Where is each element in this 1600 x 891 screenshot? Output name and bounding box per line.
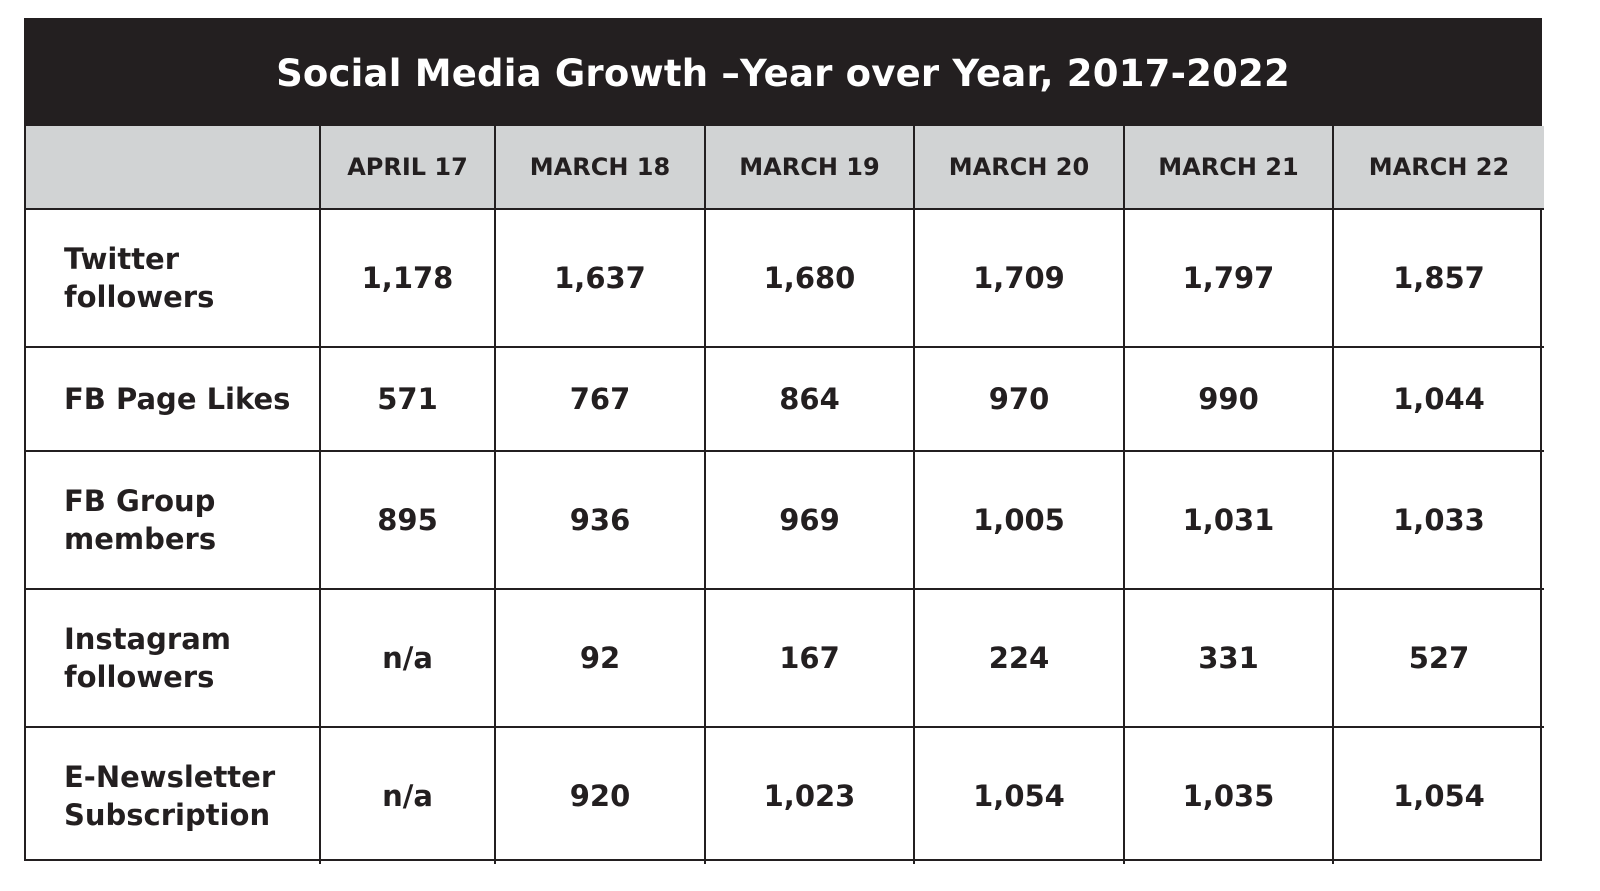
table-cell: 895 <box>319 450 496 590</box>
table-cell: 969 <box>704 450 915 590</box>
table-cell: 1,637 <box>494 208 706 348</box>
data-table-container: Social Media Growth –Year over Year, 201… <box>24 18 1544 864</box>
table-cell: 167 <box>704 588 915 728</box>
table-cell: 1,178 <box>319 208 496 348</box>
table-cell: 1,031 <box>1123 450 1334 590</box>
table-cell: 864 <box>704 346 915 452</box>
column-header: MARCH 19 <box>704 126 915 210</box>
column-header-blank <box>26 126 321 210</box>
table-cell: 970 <box>913 346 1125 452</box>
table-cell: 990 <box>1123 346 1334 452</box>
column-header: MARCH 21 <box>1123 126 1334 210</box>
table-row: Twitter followers 1,178 1,637 1,680 1,70… <box>26 208 1544 348</box>
chart-title: Social Media Growth –Year over Year, 201… <box>276 51 1290 95</box>
table-cell: 571 <box>319 346 496 452</box>
table-row: E-Newsletter Subscription n/a 920 1,023 … <box>26 726 1544 864</box>
row-label: Twitter followers <box>26 208 321 348</box>
data-table: APRIL 17 MARCH 18 MARCH 19 MARCH 20 MARC… <box>26 126 1544 864</box>
table-cell: 767 <box>494 346 706 452</box>
table-cell: 1,044 <box>1332 346 1544 452</box>
table-row: FB Group members 895 936 969 1,005 1,031… <box>26 450 1544 590</box>
table-cell: 936 <box>494 450 706 590</box>
table-cell: 1,033 <box>1332 450 1544 590</box>
table-row: FB Page Likes 571 767 864 970 990 1,044 <box>26 346 1544 452</box>
row-label: Instagram followers <box>26 588 321 728</box>
table-cell: 1,035 <box>1123 726 1334 864</box>
title-bar: Social Media Growth –Year over Year, 201… <box>26 20 1540 126</box>
table-cell: 92 <box>494 588 706 728</box>
table-cell: 1,054 <box>1332 726 1544 864</box>
table-cell: 1,680 <box>704 208 915 348</box>
row-label: FB Group members <box>26 450 321 590</box>
table-cell: 1,797 <box>1123 208 1334 348</box>
column-header: APRIL 17 <box>319 126 496 210</box>
table-cell: n/a <box>319 726 496 864</box>
table-cell: 1,005 <box>913 450 1125 590</box>
table-cell: 1,054 <box>913 726 1125 864</box>
row-label: E-Newsletter Subscription <box>26 726 321 864</box>
column-header: MARCH 20 <box>913 126 1125 210</box>
table-cell: 920 <box>494 726 706 864</box>
table-cell: 1,709 <box>913 208 1125 348</box>
row-label: FB Page Likes <box>26 346 321 452</box>
table-cell: 1,023 <box>704 726 915 864</box>
table-cell: n/a <box>319 588 496 728</box>
column-header: MARCH 18 <box>494 126 706 210</box>
table-cell: 1,857 <box>1332 208 1544 348</box>
table-cell: 527 <box>1332 588 1544 728</box>
table-row: Instagram followers n/a 92 167 224 331 5… <box>26 588 1544 728</box>
table-cell: 331 <box>1123 588 1334 728</box>
column-header: MARCH 22 <box>1332 126 1544 210</box>
table-cell: 224 <box>913 588 1125 728</box>
header-row: APRIL 17 MARCH 18 MARCH 19 MARCH 20 MARC… <box>26 126 1544 210</box>
